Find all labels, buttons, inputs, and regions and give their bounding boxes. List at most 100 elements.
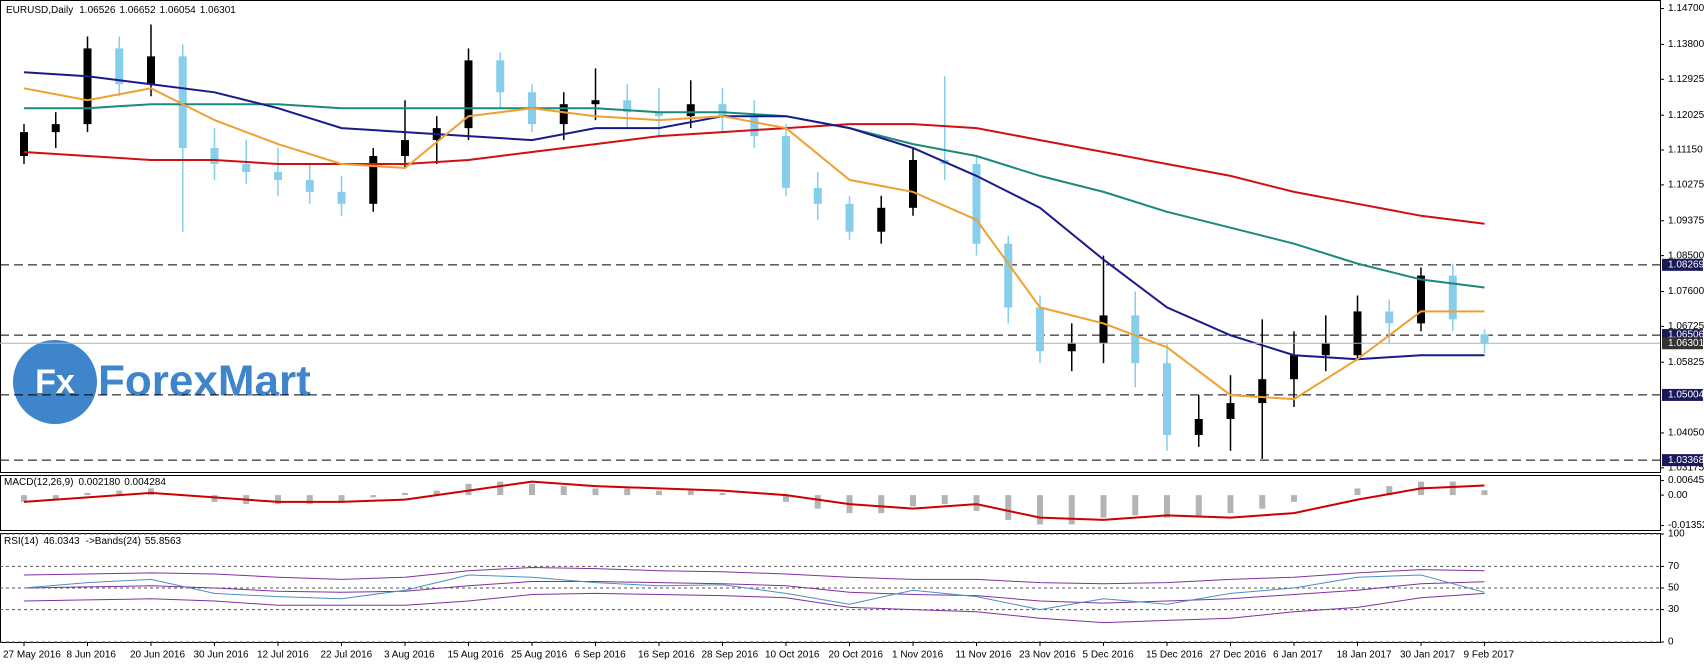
- rsi-readout: 46.0343: [43, 536, 80, 547]
- level-label: 1.03368: [1668, 455, 1704, 466]
- candle-body: [623, 100, 632, 113]
- candle-body: [718, 104, 727, 117]
- y-tick-label: 0.006457: [1668, 475, 1704, 486]
- candle-body: [845, 203, 854, 232]
- x-tick-label: 6 Jan 2017: [1273, 650, 1323, 661]
- candle-body: [496, 60, 505, 93]
- macd-bar: [814, 495, 821, 509]
- macd-readout: 0.002180: [78, 477, 120, 488]
- moving-average: [23, 71, 1485, 361]
- rsi-header: RSI(14) 46.0343 ->Bands(24) 55.8563: [4, 536, 182, 547]
- x-tick-label: 15 Dec 2016: [1146, 650, 1203, 661]
- y-tick-label: 1.07600: [1668, 286, 1704, 297]
- candle-body: [1194, 419, 1203, 435]
- candle-body: [1099, 315, 1108, 344]
- macd-bar: [306, 495, 313, 505]
- macd-bar: [656, 490, 662, 496]
- y-tick-label: 1.06725: [1668, 321, 1704, 332]
- x-tick-label: 16 Sep 2016: [638, 650, 695, 661]
- candle-body: [1226, 403, 1235, 420]
- macd-bar: [592, 488, 599, 496]
- x-tick-label: 20 Oct 2016: [829, 650, 884, 661]
- x-tick-label: 9 Feb 2017: [1464, 650, 1515, 661]
- candle-body: [274, 171, 282, 180]
- candle-body: [655, 112, 663, 117]
- macd-bar: [148, 488, 154, 496]
- macd-bar: [21, 495, 27, 502]
- symbol: EURUSD,Daily: [6, 5, 73, 16]
- y-tick-label: 70: [1668, 561, 1680, 572]
- macd-bar: [1068, 495, 1075, 525]
- close-readout: 1.06301: [200, 5, 237, 16]
- candle-body: [147, 56, 155, 85]
- candle-body: [115, 48, 124, 85]
- macd-bar: [497, 481, 504, 496]
- y-tick-label: -0.01352: [1668, 520, 1704, 531]
- macd-bar: [1354, 488, 1361, 496]
- x-tick-label: 6 Sep 2016: [575, 650, 627, 661]
- x-tick-label: 15 Aug 2016: [448, 650, 505, 661]
- y-tick-label: 1.10275: [1668, 180, 1704, 191]
- macd-bar: [719, 492, 726, 496]
- rsi-line: [23, 574, 1485, 611]
- y-tick-label: 50: [1668, 583, 1680, 594]
- macd-bar: [1259, 495, 1266, 509]
- level-label: 1.06506: [1668, 330, 1704, 341]
- y-tick-label: 0: [1668, 637, 1674, 648]
- y-tick-label: 1.12925: [1668, 74, 1704, 85]
- candle-body: [464, 60, 473, 129]
- logo-icon: Fx: [35, 363, 75, 401]
- candle-body: [1036, 307, 1044, 352]
- x-tick-label: 27 May 2016: [3, 650, 61, 661]
- candle-body: [1448, 275, 1457, 320]
- candle-body: [1385, 311, 1394, 324]
- rsi-title: RSI(14): [4, 536, 38, 547]
- candle-body: [782, 136, 790, 188]
- rsi-band: [23, 566, 1485, 585]
- rsi-band: [23, 592, 1485, 624]
- candle-body: [1417, 275, 1425, 324]
- macd-signal: [23, 480, 1485, 521]
- macd-bar: [941, 495, 948, 505]
- moving-average: [23, 87, 1485, 401]
- x-tick-label: 10 Oct 2016: [765, 650, 820, 661]
- y-tick-label: 30: [1668, 604, 1680, 615]
- y-tick-label: 1.08500: [1668, 250, 1704, 261]
- macd-bar: [1005, 495, 1012, 520]
- candle-body: [1321, 343, 1330, 356]
- x-tick-label: 20 Jun 2016: [130, 650, 185, 661]
- x-tick-label: 30 Jun 2016: [194, 650, 249, 661]
- macd-bar: [370, 495, 377, 498]
- candle-body: [401, 140, 409, 157]
- candle-body: [1131, 315, 1140, 364]
- x-tick-label: 8 Jun 2016: [67, 650, 117, 661]
- macd-bar: [1164, 495, 1170, 518]
- macd-bar: [560, 486, 567, 496]
- rsi-band: [23, 581, 1485, 604]
- macd-bar: [433, 490, 440, 496]
- candle-body: [559, 104, 568, 125]
- y-tick-label: 0.00: [1668, 490, 1688, 501]
- macd-bar: [1100, 495, 1107, 518]
- candle-body: [591, 100, 600, 105]
- y-tick-label: 1.11150: [1668, 145, 1703, 156]
- macd-bar: [338, 495, 345, 502]
- macd-bar: [275, 495, 281, 505]
- macd-bar: [1291, 495, 1297, 502]
- panel-frame: [0, 0, 1661, 473]
- macd-bar: [783, 495, 789, 502]
- level-box: [1662, 258, 1703, 271]
- x-tick-label: 22 Jul 2016: [321, 650, 373, 661]
- y-tick-label: 1.09375: [1668, 215, 1704, 226]
- bands-title: ->Bands(24): [86, 536, 141, 547]
- candle-body: [305, 179, 314, 192]
- candle-body: [1163, 363, 1171, 435]
- candle-body: [242, 163, 251, 172]
- x-tick-label: 30 Jan 2017: [1400, 650, 1455, 661]
- candle-body: [1004, 243, 1013, 308]
- macd-bar: [1037, 495, 1043, 525]
- level-label: 1.08269: [1668, 259, 1704, 270]
- candle-body: [210, 148, 219, 164]
- bands-readout: 55.8563: [145, 536, 182, 547]
